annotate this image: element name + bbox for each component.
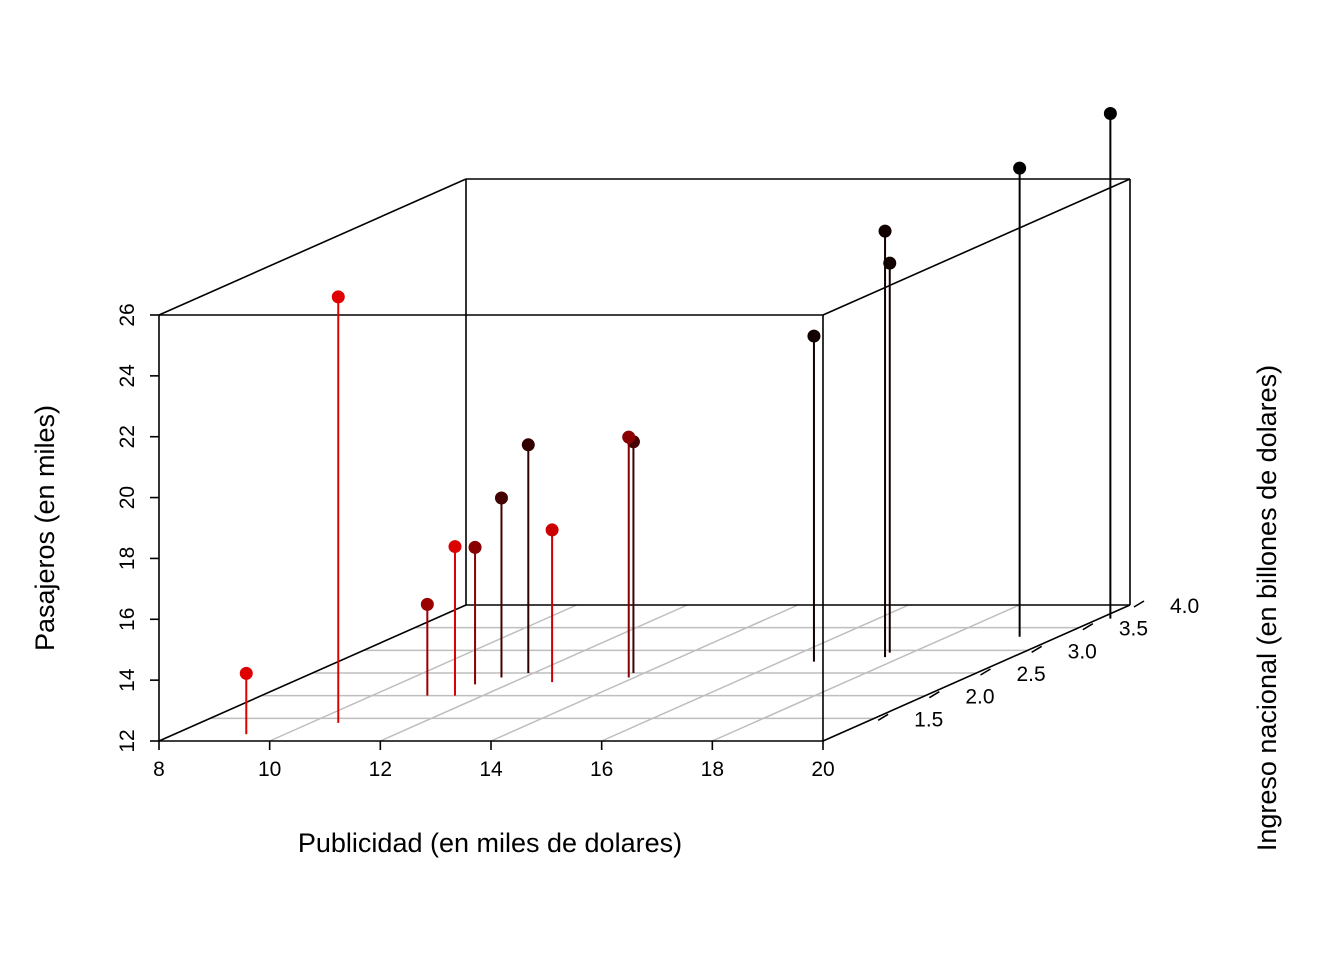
y-tick-label: 1.5	[914, 708, 943, 731]
data-point	[521, 438, 535, 452]
data-point	[239, 666, 253, 680]
y-tick-label: 3.0	[1068, 640, 1097, 663]
box-edge	[822, 178, 1131, 316]
y-axis-title: Ingreso nacional (en billones de dolares…	[1252, 365, 1282, 851]
data-point	[1013, 161, 1027, 175]
data-point	[883, 256, 897, 270]
data-points	[239, 106, 1117, 735]
data-point	[807, 329, 821, 343]
y-tick-label: 2.5	[1017, 663, 1046, 686]
y-tick	[1082, 622, 1094, 631]
y-tick	[928, 690, 940, 699]
axis-ticks: 8 10 12 14 16 18 20 1.5 2.0 2.5 3.0 3.5 4.0 12 14 16 18 2…	[116, 303, 1199, 781]
z-tick-label: 26	[116, 303, 139, 326]
data-point	[420, 597, 434, 611]
z-axis-title: Pasajeros (en miles)	[30, 405, 60, 651]
data-point	[331, 290, 345, 304]
x-tick-label: 10	[258, 758, 281, 781]
z-tick-label: 14	[116, 668, 139, 692]
z-tick-label: 16	[116, 608, 139, 631]
x-tick-label: 20	[811, 758, 834, 781]
y-tick	[980, 668, 991, 676]
data-point	[1103, 106, 1117, 120]
z-tick-label: 22	[116, 425, 139, 448]
floor-grid	[210, 604, 1079, 742]
z-tick-label: 24	[116, 364, 139, 388]
y-tick-label: 4.0	[1170, 595, 1199, 618]
box-edge	[158, 178, 467, 316]
data-point	[622, 430, 636, 444]
y-tick-label: 3.5	[1119, 618, 1148, 641]
data-point	[545, 523, 559, 537]
z-tick-label: 18	[116, 547, 139, 570]
data-point	[494, 491, 508, 505]
plot-box	[158, 178, 1131, 742]
y-tick	[1133, 600, 1145, 608]
y-tick	[877, 713, 889, 722]
box-edge	[158, 604, 467, 742]
y-tick	[1031, 645, 1043, 654]
x-axis-title: Publicidad (en miles de dolares)	[298, 828, 682, 858]
box-edge	[822, 604, 1131, 742]
x-tick-label: 18	[701, 758, 724, 781]
x-tick-label: 16	[590, 758, 613, 781]
z-tick-label: 20	[116, 486, 139, 509]
data-point	[468, 540, 482, 554]
data-point	[878, 224, 892, 238]
x-tick-label: 12	[369, 758, 392, 781]
data-point	[448, 540, 462, 554]
x-tick-label: 8	[153, 758, 165, 781]
x-tick-label: 14	[479, 758, 503, 781]
y-tick-label: 2.0	[965, 686, 994, 709]
z-tick-label: 12	[116, 729, 139, 752]
